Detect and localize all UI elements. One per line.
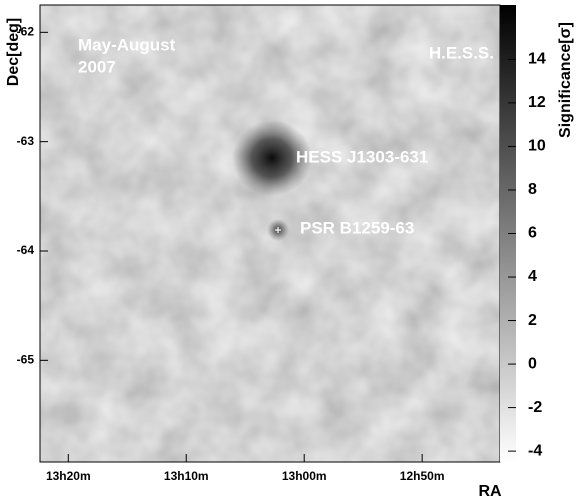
x-tick-label: 13h00m <box>282 469 327 483</box>
colorbar-tick-label: 2 <box>528 312 537 329</box>
pulsar-marker <box>275 227 281 233</box>
instrument-label: H.E.S.S. <box>429 43 494 62</box>
sky-map <box>40 5 500 462</box>
colorbar-tick-label: 4 <box>528 268 537 285</box>
period-label: May-August <box>78 35 176 54</box>
pulsar-label: PSR B1259-63 <box>300 218 414 237</box>
y-axis-label: Dec[deg] <box>5 18 22 86</box>
colorbar-tick-label: 6 <box>528 225 537 242</box>
colorbar-tick-label: 10 <box>528 138 546 155</box>
colorbar-tick-label: 0 <box>528 355 537 372</box>
source-emission <box>232 120 312 196</box>
source-label: HESS J1303-631 <box>296 147 428 166</box>
x-tick-label: 13h20m <box>46 469 91 483</box>
colorbar-tick-label: 12 <box>528 94 546 111</box>
colorbar-label: Significance[σ] <box>557 22 574 138</box>
x-tick-label: 13h10m <box>164 469 209 483</box>
y-tick-label: -64 <box>17 243 35 257</box>
period-label: 2007 <box>78 57 116 76</box>
y-tick-label: -65 <box>17 352 35 366</box>
colorbar-tick-label: 14 <box>528 51 546 68</box>
y-tick-label: -63 <box>17 134 35 148</box>
x-axis-label: RA <box>478 483 502 500</box>
colorbar-tick-label: -4 <box>528 442 542 459</box>
x-tick-label: 12h50m <box>400 469 445 483</box>
y-tick-label: -62 <box>17 25 35 39</box>
colorbar-tick-label: 8 <box>528 181 537 198</box>
colorbar-tick-label: -2 <box>528 399 542 416</box>
